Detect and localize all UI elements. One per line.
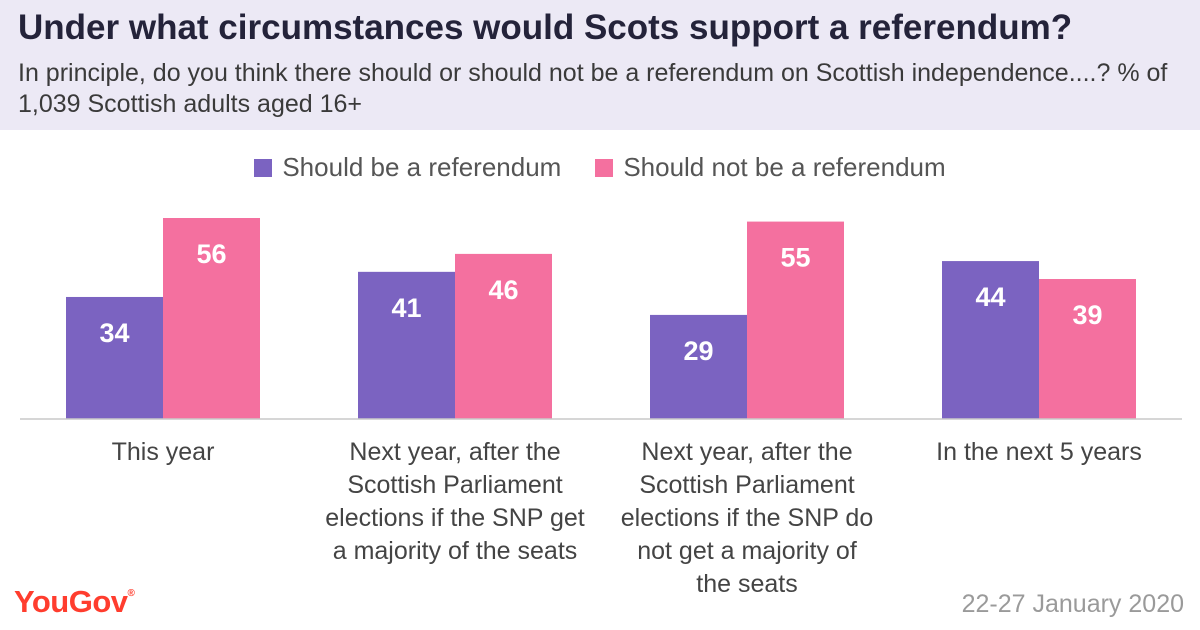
bar-should-2 (358, 271, 455, 419)
legend: Should be a referendum Should not be a r… (0, 152, 1200, 183)
brand-name: YouGov (14, 584, 128, 619)
category-label-1: This year (111, 438, 215, 466)
survey-date: 22-27 January 2020 (961, 590, 1184, 618)
chart-subtitle: In principle, do you think there should … (18, 59, 1168, 118)
legend-item-should: Should be a referendum (254, 152, 561, 183)
bar-should-not-3 (747, 221, 844, 419)
bar-should-1 (66, 296, 163, 419)
bar-value-should-3: 29 (683, 336, 713, 366)
category-label-2: Next year, after the Scottish Parliament… (325, 438, 585, 565)
bar-value-should-not-3: 55 (780, 243, 810, 273)
bar-value-should-not-2: 46 (488, 275, 518, 305)
yougov-logo: YouGov® (14, 584, 135, 619)
bar-should-4 (942, 261, 1039, 419)
legend-label-should: Should be a referendum (282, 152, 562, 182)
category-label-3: Next year, after the Scottish Parliament… (620, 438, 874, 598)
legend-item-should-not: Should not be a referendum (595, 152, 946, 183)
bar-should-not-2 (455, 253, 552, 419)
bar-value-should-not-4: 39 (1072, 300, 1102, 330)
legend-swatch-should (254, 158, 273, 177)
header-band: Under what circumstances would Scots sup… (0, 0, 1200, 130)
bars-layer: 34 56 41 46 29 55 44 39 (66, 218, 1136, 419)
legend-swatch-should-not (595, 158, 614, 177)
bar-should-3 (650, 314, 747, 419)
chart-title: Under what circumstances would Scots sup… (18, 8, 1073, 47)
legend-label-should-not: Should not be a referendum (623, 152, 946, 182)
bar-value-should-1: 34 (99, 318, 129, 348)
category-label-4: In the next 5 years (936, 438, 1142, 466)
bar-value-should-2: 41 (391, 293, 421, 323)
bar-value-should-not-1: 56 (196, 239, 226, 269)
bar-should-not-4 (1039, 279, 1136, 419)
bar-should-not-1 (163, 218, 260, 419)
bar-value-should-4: 44 (975, 282, 1005, 312)
